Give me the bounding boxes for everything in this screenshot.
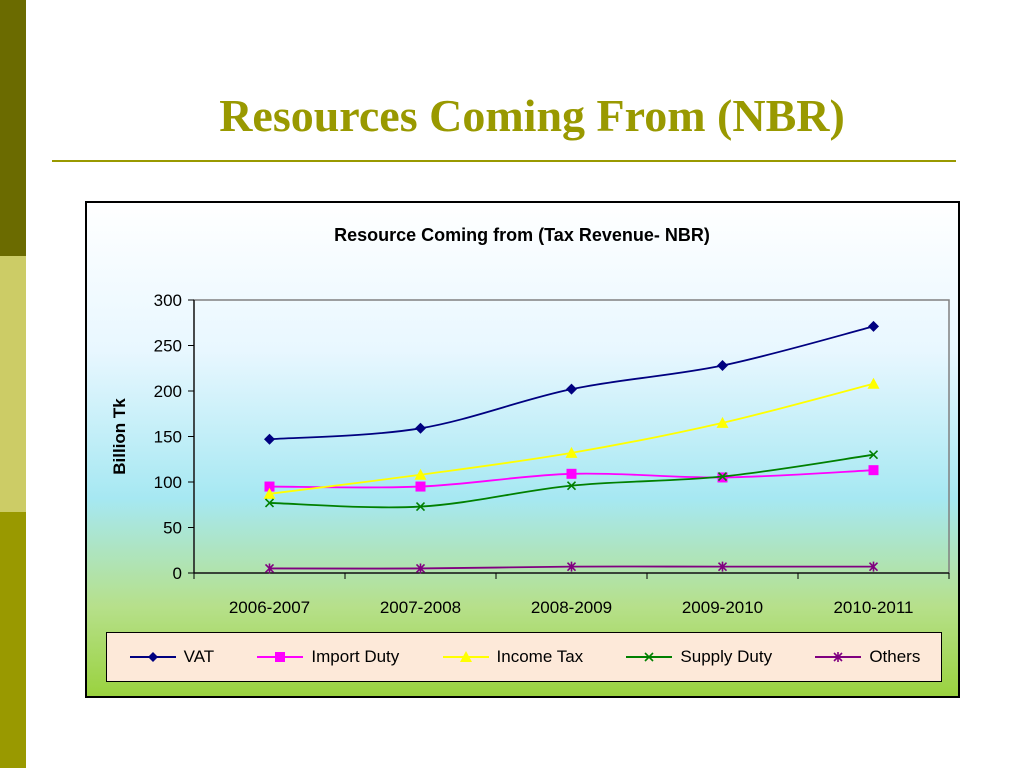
data-point-income-tax xyxy=(716,416,729,428)
data-point-import-duty xyxy=(264,481,275,492)
sidebar-band-bottom xyxy=(0,512,26,768)
series-line-supply-duty xyxy=(269,453,874,509)
data-point-others xyxy=(264,563,275,574)
data-point-supply-duty xyxy=(415,502,426,512)
slide-title: Resources Coming From (NBR) xyxy=(219,90,845,141)
series-line-vat xyxy=(269,325,874,441)
legend-label-vat: VAT xyxy=(183,647,215,666)
legend-label-supply-duty: Supply Duty xyxy=(680,647,773,666)
chart-container: Resource Coming from (Tax Revenue- NBR) 0… xyxy=(85,201,960,698)
y-tick-label: 0 xyxy=(173,564,182,583)
y-tick-label: 100 xyxy=(154,473,182,492)
legend-label-others: Others xyxy=(869,647,921,666)
x-tick-label: 2006-2007 xyxy=(229,598,310,617)
legend-swatch-vat xyxy=(129,652,176,662)
plot-area xyxy=(193,299,950,574)
chart-legend: VAT Import Duty Income Tax Supply Duty Other… xyxy=(106,632,942,682)
data-point-others xyxy=(566,561,577,572)
x-tick-label: 2009-2010 xyxy=(682,598,763,617)
y-tick-label: 300 xyxy=(154,291,182,310)
legend-item-vat: VAT xyxy=(128,647,215,667)
legend-item-others: Others xyxy=(813,647,920,667)
legend-item-supply-duty: Supply Duty xyxy=(624,647,772,667)
y-axis-label: Billion Tk xyxy=(110,398,129,475)
data-point-others xyxy=(717,561,728,572)
data-point-vat xyxy=(717,360,728,372)
data-point-import-duty xyxy=(415,481,426,492)
data-point-income-tax xyxy=(414,468,427,480)
legend-label-import-duty: Import Duty xyxy=(311,647,400,666)
data-point-vat xyxy=(264,433,275,445)
legend-item-income-tax: Income Tax xyxy=(441,647,584,667)
title-divider xyxy=(52,160,956,162)
data-point-vat xyxy=(566,383,577,395)
data-point-import-duty xyxy=(566,468,577,479)
sidebar-band-middle xyxy=(0,256,26,512)
data-point-income-tax xyxy=(867,377,880,389)
legend-swatch-others xyxy=(815,652,862,662)
chart-title: Resource Coming from (Tax Revenue- NBR) xyxy=(334,225,710,245)
x-tick-label: 2007-2008 xyxy=(380,598,461,617)
legend-swatch-supply-duty xyxy=(626,652,673,662)
legend-swatch-income-tax xyxy=(442,651,489,662)
y-tick-label: 250 xyxy=(154,337,182,356)
data-point-supply-duty xyxy=(717,471,728,482)
x-tick-label: 2010-2011 xyxy=(833,598,913,617)
y-tick-label: 200 xyxy=(154,382,182,401)
data-point-import-duty xyxy=(868,465,879,476)
sidebar-band-top xyxy=(0,0,26,256)
x-tick-label: 2008-2009 xyxy=(531,598,612,617)
data-point-income-tax xyxy=(263,487,276,499)
data-point-supply-duty xyxy=(566,481,577,491)
y-tick-label: 150 xyxy=(154,428,182,447)
line-chart: Resource Coming from (Tax Revenue- NBR) 0… xyxy=(110,225,950,617)
data-point-vat xyxy=(415,422,426,434)
data-point-others xyxy=(868,561,879,572)
data-point-supply-duty xyxy=(868,450,879,460)
data-point-others xyxy=(415,563,426,574)
y-tick-label: 50 xyxy=(163,519,182,538)
data-point-vat xyxy=(868,320,879,332)
legend-swatch-import-duty xyxy=(257,652,304,662)
data-point-income-tax xyxy=(565,446,578,458)
legend-label-income-tax: Income Tax xyxy=(496,647,584,666)
legend-item-import-duty: Import Duty xyxy=(255,647,399,667)
data-point-supply-duty xyxy=(264,498,275,508)
